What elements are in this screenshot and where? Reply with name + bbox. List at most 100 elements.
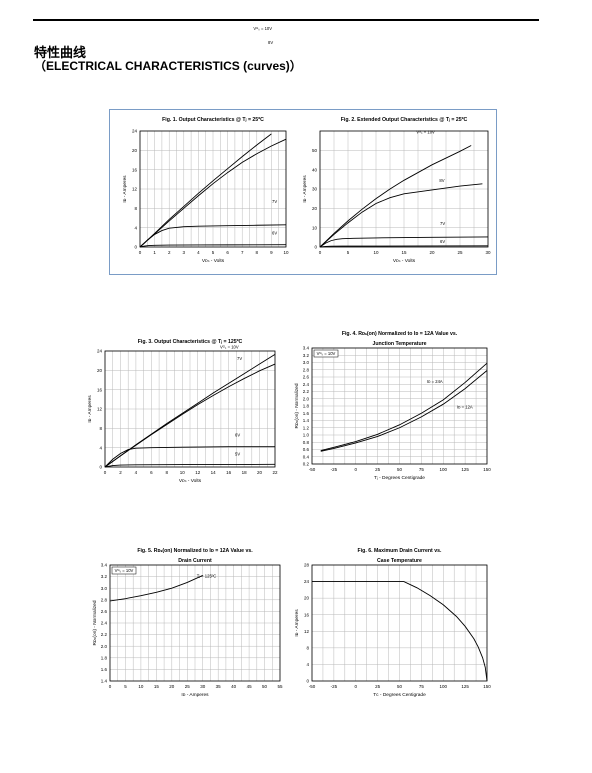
- y-tick-label: 0.4: [303, 454, 310, 459]
- legend-label: Vᴳₛ = 10V: [317, 351, 336, 356]
- y-tick-label: 0: [314, 245, 317, 250]
- y-tick-label: 8: [306, 645, 309, 650]
- y-tick-label: 3.0: [303, 360, 310, 365]
- x-tick-label: 25: [185, 684, 191, 689]
- x-tick-label: 10: [283, 250, 289, 255]
- chart-title: Fig. 1. Output Characteristics @ Tⱼ = 25…: [162, 117, 264, 123]
- legend-box: [111, 566, 137, 575]
- chart-title-line2: Junction Temperature: [372, 341, 426, 347]
- top-rule: [33, 19, 539, 21]
- x-tick-label: 150: [483, 467, 491, 472]
- x-tick-label: 20: [257, 470, 263, 475]
- grid: [109, 564, 281, 682]
- x-axis-label: Vᴅₛ - Volts: [179, 478, 202, 484]
- x-tick-label: 50: [397, 467, 403, 472]
- y-axis-label: Rᴅₛ(on) - Normalized: [92, 600, 98, 645]
- x-axis-label: Vᴅₛ - Volts: [393, 258, 416, 264]
- x-tick-label: 25: [375, 684, 381, 689]
- y-tick-label: 2.0: [303, 396, 310, 401]
- y-tick-label: 2.4: [101, 621, 108, 626]
- chart-title: Fig. 4. Rᴅₛ(on) Normalized to Iᴅ = 12A V…: [342, 331, 458, 337]
- plot-frame: [311, 347, 488, 465]
- x-axis-label: Tⱼ - Degrees Centigrade: [374, 475, 425, 481]
- y-tick-label: 1.8: [101, 655, 108, 660]
- y-tick-label: 20: [97, 368, 103, 373]
- chart-fig3: Fig. 3. Output Characteristics @ Tⱼ = 12…: [87, 339, 278, 484]
- y-tick-label: 16: [132, 167, 138, 172]
- x-tick-label: 12: [195, 470, 201, 475]
- grid: [311, 347, 488, 465]
- series-line-0: [319, 145, 472, 248]
- x-tick-label: 6: [150, 470, 153, 475]
- x-tick-label: 0: [104, 470, 107, 475]
- y-tick-label: 8: [99, 426, 102, 431]
- series-line-2: [104, 446, 275, 468]
- y-tick-label: 2.2: [303, 389, 310, 394]
- y-axis-label: Iᴅ - Amperes: [302, 175, 308, 203]
- x-tick-label: 3: [183, 250, 186, 255]
- y-tick-label: 3.2: [303, 353, 310, 358]
- x-tick-label: 15: [154, 684, 160, 689]
- series-line-1: [320, 370, 488, 452]
- y-tick-label: 0.8: [303, 440, 310, 445]
- x-tick-label: 5: [124, 684, 127, 689]
- x-tick-label: 7: [241, 250, 244, 255]
- x-tick-label: 150: [483, 684, 491, 689]
- series-label: Iᴅ = 24A: [427, 379, 443, 384]
- x-tick-label: 75: [419, 467, 425, 472]
- series-line-0: [109, 575, 203, 602]
- x-tick-label: 45: [247, 684, 253, 689]
- plot-frame: [139, 130, 287, 248]
- y-tick-label: 12: [97, 407, 103, 412]
- series-line-0: [312, 581, 488, 682]
- series-line-2: [319, 236, 489, 248]
- chart-title: Fig. 6. Maximum Drain Current vs.: [358, 548, 442, 554]
- chart-fig6: Fig. 6. Maximum Drain Current vs. Case Te…: [294, 548, 491, 698]
- plot-frame: [104, 350, 276, 468]
- chart-title-line2: Drain Current: [178, 558, 212, 564]
- chart-title: Fig. 5. Rᴅₛ(on) Normalized to Iᴅ = 12A V…: [137, 548, 253, 554]
- figure-frame: [109, 109, 497, 275]
- x-tick-label: 9: [270, 250, 273, 255]
- series-line-3: [139, 244, 287, 248]
- x-tick-label: 10: [180, 470, 186, 475]
- x-tick-label: 55: [277, 684, 283, 689]
- x-tick-label: 25: [457, 250, 463, 255]
- chart-fig4: Fig. 4. Rᴅₛ(on) Normalized to Iᴅ = 12A V…: [294, 331, 491, 481]
- series-line-0: [320, 362, 488, 452]
- y-tick-label: 8: [134, 206, 137, 211]
- x-tick-label: 8: [166, 470, 169, 475]
- page-subtitle: （ELECTRICAL CHARACTERISTICS (curves)）: [34, 59, 302, 73]
- y-tick-label: 1.2: [303, 425, 310, 430]
- x-tick-label: -50: [309, 684, 316, 689]
- plot-frame: [109, 564, 281, 682]
- plot-frame: [311, 564, 488, 682]
- legend-box: [313, 349, 339, 358]
- chart-fig1: Fig. 1. Output Characteristics @ Tⱼ = 25…: [122, 26, 289, 264]
- y-tick-label: 4: [134, 225, 137, 230]
- x-axis-label: Vᴅₛ - Volts: [202, 258, 225, 264]
- x-tick-label: 4: [197, 250, 200, 255]
- y-tick-label: 16: [97, 387, 103, 392]
- y-tick-label: 0: [99, 465, 102, 470]
- y-tick-label: 0: [306, 679, 309, 684]
- legend-label: Vᴳₛ = 10V: [115, 568, 134, 573]
- series-label: 6V: [440, 239, 445, 244]
- x-tick-label: 0: [354, 684, 357, 689]
- x-tick-label: 0: [109, 684, 112, 689]
- x-tick-label: 30: [485, 250, 491, 255]
- x-tick-label: 0: [139, 250, 142, 255]
- series-label: Iᴅ = 12A: [457, 404, 473, 409]
- x-tick-label: 2: [119, 470, 122, 475]
- x-tick-label: 75: [419, 684, 425, 689]
- y-tick-label: 2.6: [303, 375, 310, 380]
- y-tick-label: 1.8: [303, 404, 310, 409]
- x-tick-label: 50: [397, 684, 403, 689]
- y-tick-label: 2.6: [101, 609, 108, 614]
- chart-fig5: Fig. 5. Rᴅₛ(on) Normalized to Iᴅ = 12A V…: [92, 548, 283, 698]
- y-tick-label: 20: [132, 148, 138, 153]
- plot-frame: [319, 130, 489, 248]
- x-tick-label: 35: [216, 684, 222, 689]
- series-line-1: [139, 138, 287, 248]
- y-tick-label: 24: [97, 349, 103, 354]
